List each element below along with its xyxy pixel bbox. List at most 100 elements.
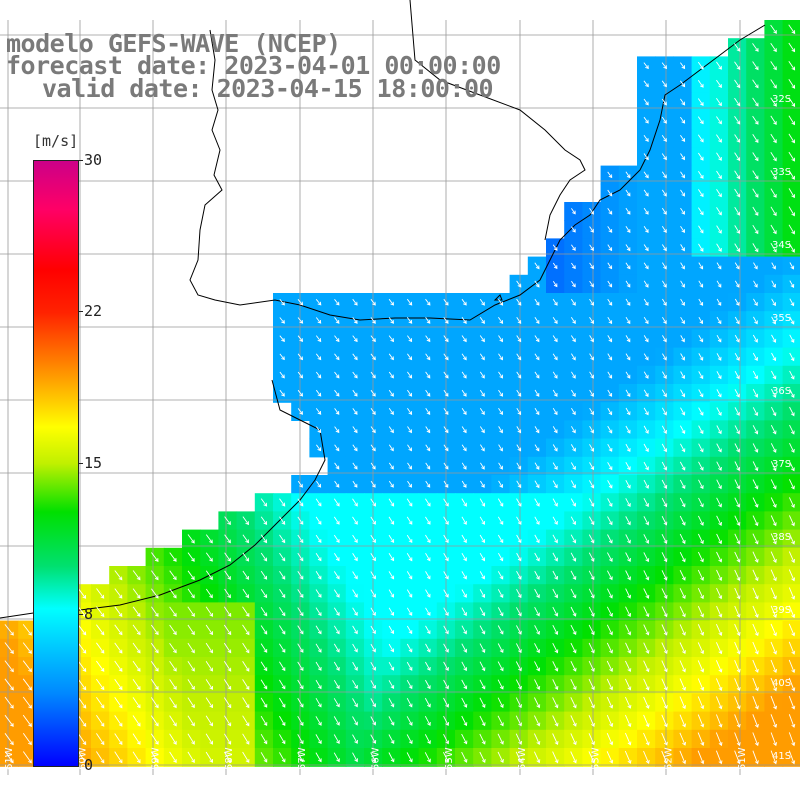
wind-arrow (516, 353, 522, 361)
wind-arrow (679, 606, 686, 618)
wind-arrow (734, 188, 741, 198)
wind-arrow (770, 714, 778, 728)
longitude-label: 58W (224, 747, 235, 770)
wind-arrow (752, 206, 759, 216)
wind-arrow (169, 715, 177, 727)
wind-arrow (516, 607, 522, 617)
wind-arrow (716, 461, 722, 471)
wind-arrow (661, 696, 668, 709)
wind-cell (782, 238, 800, 258)
wind-arrow (443, 534, 449, 544)
wind-arrow (388, 589, 395, 598)
wind-arrow (734, 243, 741, 253)
title-forecast-date: forecast date: 2023-04-01 00:00:00 (6, 51, 501, 80)
wind-arrow (716, 225, 722, 234)
wind-arrow (788, 42, 796, 53)
wind-arrow (223, 642, 232, 654)
wind-cell (782, 202, 800, 221)
wind-arrow (406, 552, 413, 562)
latitude-label: 32S (772, 94, 791, 105)
longitude-label: 55W (444, 747, 455, 770)
wind-arrow (697, 678, 705, 691)
wind-arrow (114, 642, 123, 654)
wind-arrow (534, 534, 540, 544)
wind-arrow (425, 679, 431, 690)
wind-arrow (552, 733, 559, 746)
wind-arrow (242, 679, 250, 690)
latitude-label: 34S (772, 240, 791, 251)
wind-arrow (734, 678, 741, 692)
wind-arrow (260, 679, 268, 690)
wind-arrow (698, 443, 704, 453)
wind-arrow (770, 587, 777, 600)
wind-arrow (606, 678, 614, 691)
wind-arrow (388, 680, 395, 690)
wind-arrow (679, 696, 686, 710)
colorbar-unit: [m/s] (33, 132, 79, 150)
wind-arrow (679, 750, 687, 765)
wind-arrow (734, 79, 741, 89)
wind-arrow (515, 715, 522, 727)
wind-arrow (698, 243, 704, 252)
wind-arrow (515, 643, 522, 654)
wind-arrow (479, 715, 486, 727)
wind-arrow (643, 407, 649, 416)
wind-arrow (716, 587, 723, 600)
wind-cell (782, 475, 800, 494)
wind-arrow (643, 642, 650, 654)
wind-arrow (352, 371, 358, 379)
wind-arrow (661, 515, 668, 526)
wind-arrow (114, 606, 123, 617)
wind-arrow (279, 643, 286, 653)
wind-arrow (242, 733, 250, 745)
wind-arrow (479, 733, 486, 745)
wind-arrow (552, 606, 559, 617)
wind-cell (782, 347, 800, 367)
wind-arrow (315, 534, 322, 544)
colorbar-tick-22: 22 (84, 302, 103, 320)
wind-arrow (4, 751, 14, 764)
wind-arrow (334, 317, 340, 324)
wind-arrow (388, 661, 395, 671)
wind-cell (782, 566, 800, 585)
wind-arrow (534, 516, 540, 525)
wind-arrow (679, 552, 686, 563)
wind-arrow (533, 715, 541, 727)
wind-arrow (96, 624, 105, 636)
wind-arrow (297, 353, 304, 361)
wind-arrow (661, 552, 668, 563)
wind-arrow (534, 679, 541, 690)
wind-arrow (4, 660, 14, 673)
wind-arrow (662, 353, 667, 361)
colorbar-tickmark (78, 463, 83, 464)
latitude-label: 40S (772, 678, 791, 689)
wind-arrow (132, 624, 141, 636)
wind-arrow (697, 80, 704, 88)
wind-arrow (624, 660, 632, 673)
wind-arrow (697, 533, 704, 545)
wind-arrow (734, 732, 741, 747)
wind-arrow (734, 97, 741, 107)
wind-arrow (480, 462, 485, 470)
wind-arrow (752, 352, 758, 362)
wind-arrow (661, 135, 667, 143)
wind-arrow (734, 605, 741, 618)
wind-arrow (571, 226, 576, 233)
wind-arrow (552, 642, 559, 654)
wind-arrow (333, 661, 340, 671)
colorbar-tick-30: 30 (84, 151, 103, 169)
wind-arrow (479, 298, 485, 306)
wind-arrow (571, 389, 576, 397)
wind-arrow (333, 625, 340, 635)
wind-arrow (461, 534, 467, 544)
wind-cell (782, 438, 800, 458)
wind-arrow (570, 642, 577, 654)
wind-arrow (788, 188, 795, 199)
wind-arrow (334, 480, 340, 488)
wind-arrow (279, 734, 286, 745)
wind-arrow (352, 498, 358, 507)
wind-arrow (515, 751, 523, 764)
wind-arrow (516, 280, 522, 288)
wind-arrow (388, 408, 394, 416)
wind-arrow (625, 389, 631, 398)
